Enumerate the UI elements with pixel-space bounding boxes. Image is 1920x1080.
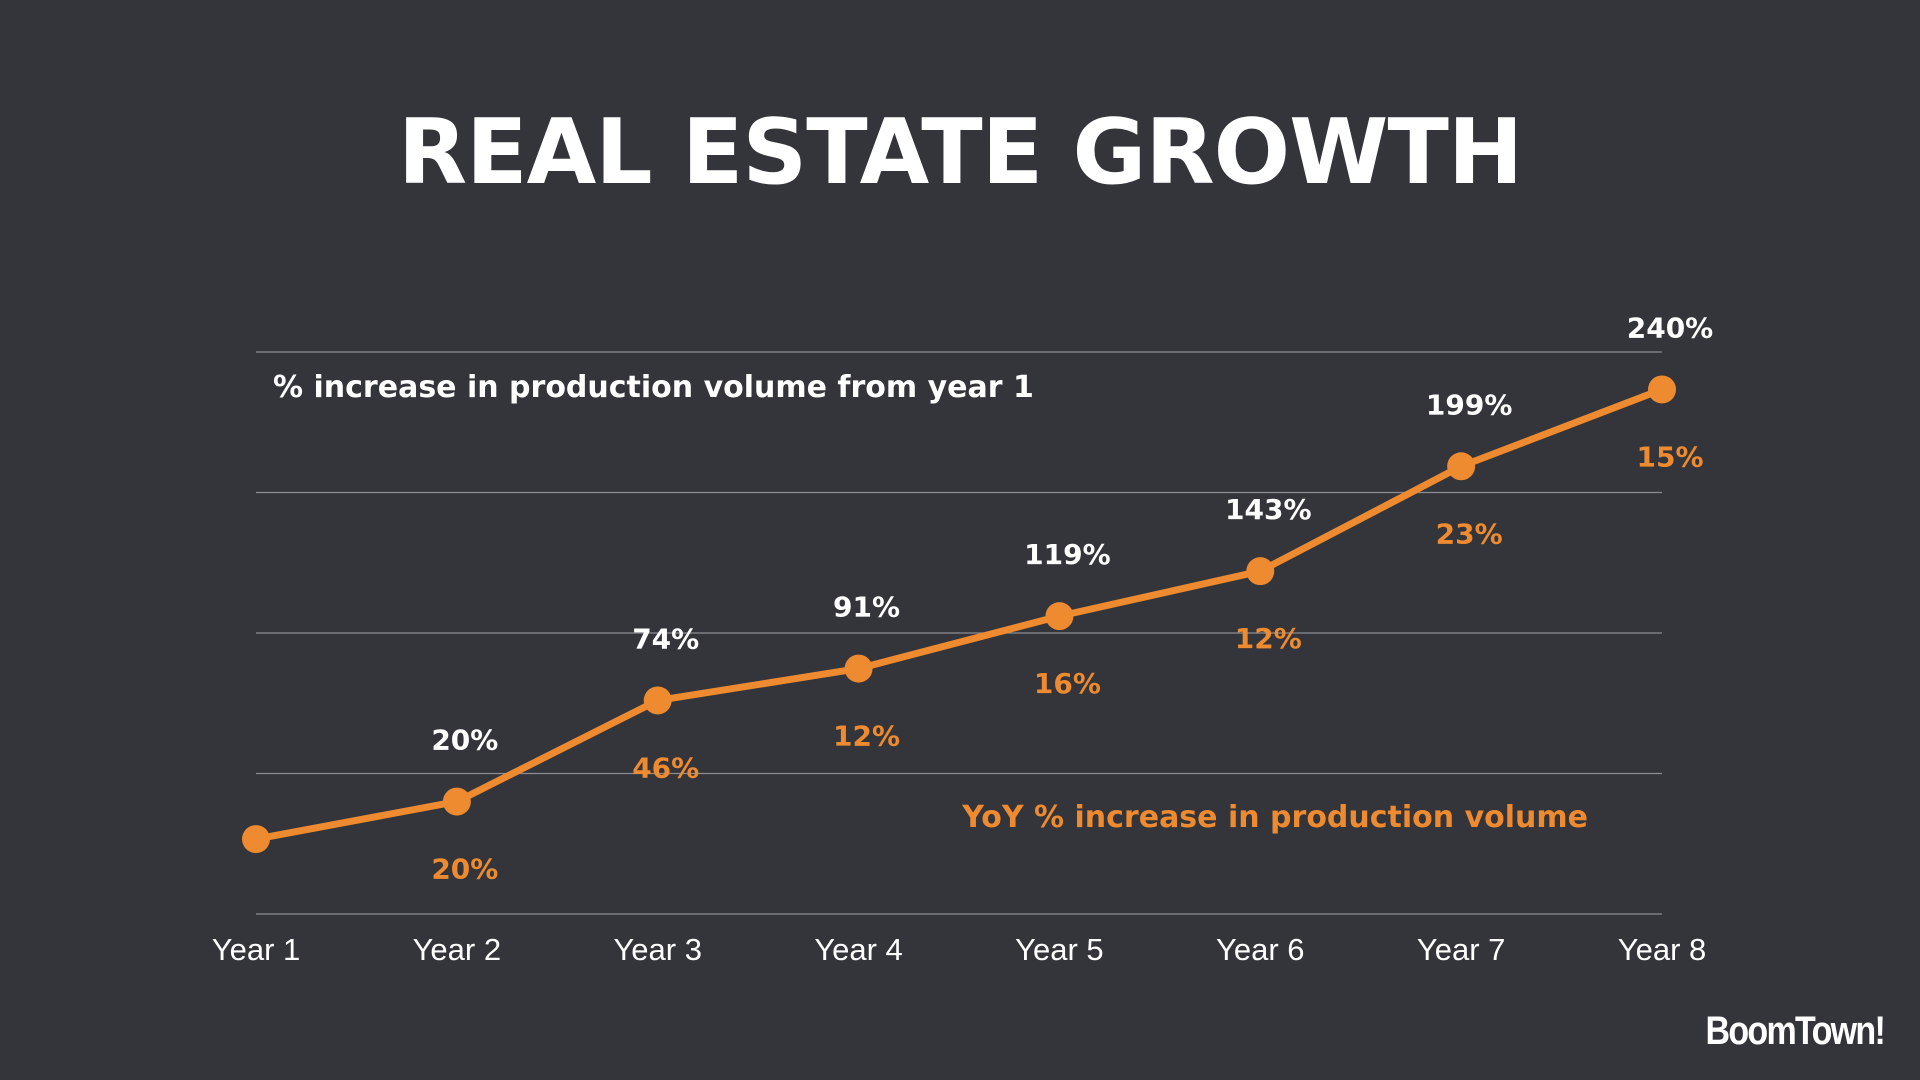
gridlines: [256, 351, 1662, 915]
x-tick-label: Year 1: [212, 932, 301, 967]
boomtown-logo: BoomTown!: [1705, 1009, 1885, 1053]
cumulative-data-label: 240%: [1627, 311, 1714, 344]
yoy-data-label: 15%: [1636, 440, 1703, 473]
yoy-data-label: 16%: [1034, 667, 1101, 700]
cumulative-data-label: 91%: [833, 591, 900, 624]
x-tick-label: Year 7: [1417, 932, 1506, 967]
cumulative-data-label: 199%: [1426, 388, 1513, 421]
yoy-data-label: 23%: [1436, 517, 1503, 550]
chart-title: REAL ESTATE GROWTH: [397, 100, 1523, 205]
data-point: [844, 654, 873, 683]
data-point: [242, 825, 270, 854]
cumulative-labels: 20% 74% 91% 119% 143% 199% 240%: [431, 311, 1713, 756]
data-point: [1045, 602, 1074, 631]
data-point: [442, 787, 471, 816]
cumulative-data-label: 143%: [1225, 493, 1312, 526]
x-tick-label: Year 8: [1618, 932, 1707, 967]
yoy-data-label: 46%: [632, 751, 699, 784]
data-point: [1648, 375, 1676, 404]
yoy-data-label: 12%: [833, 720, 900, 753]
data-point: [643, 686, 672, 715]
series-yoy-annotation: YoY % increase in production volume: [961, 800, 1588, 835]
x-tick-label: Year 2: [413, 932, 502, 967]
series-cumulative-annotation: % increase in production volume from yea…: [273, 370, 1034, 405]
data-point: [1246, 557, 1275, 586]
yoy-data-label: 20%: [431, 853, 498, 886]
yoy-labels: 20% 46% 12% 16% 12% 23% 15%: [431, 440, 1703, 885]
x-tick-label: Year 4: [814, 932, 903, 967]
x-tick-label: Year 3: [613, 932, 702, 967]
data-points: [242, 375, 1676, 854]
data-point: [1447, 452, 1476, 481]
cumulative-data-label: 20%: [431, 724, 498, 757]
x-tick-label: Year 5: [1015, 932, 1104, 967]
x-tick-label: Year 6: [1216, 932, 1305, 967]
series-line: [252, 385, 1666, 843]
yoy-data-label: 12%: [1235, 622, 1302, 655]
x-axis-ticks: Year 1 Year 2 Year 3 Year 4 Year 5 Year 6 Year…: [212, 932, 1707, 967]
cumulative-data-label: 74%: [632, 622, 699, 655]
cumulative-data-label: 119%: [1024, 538, 1111, 571]
